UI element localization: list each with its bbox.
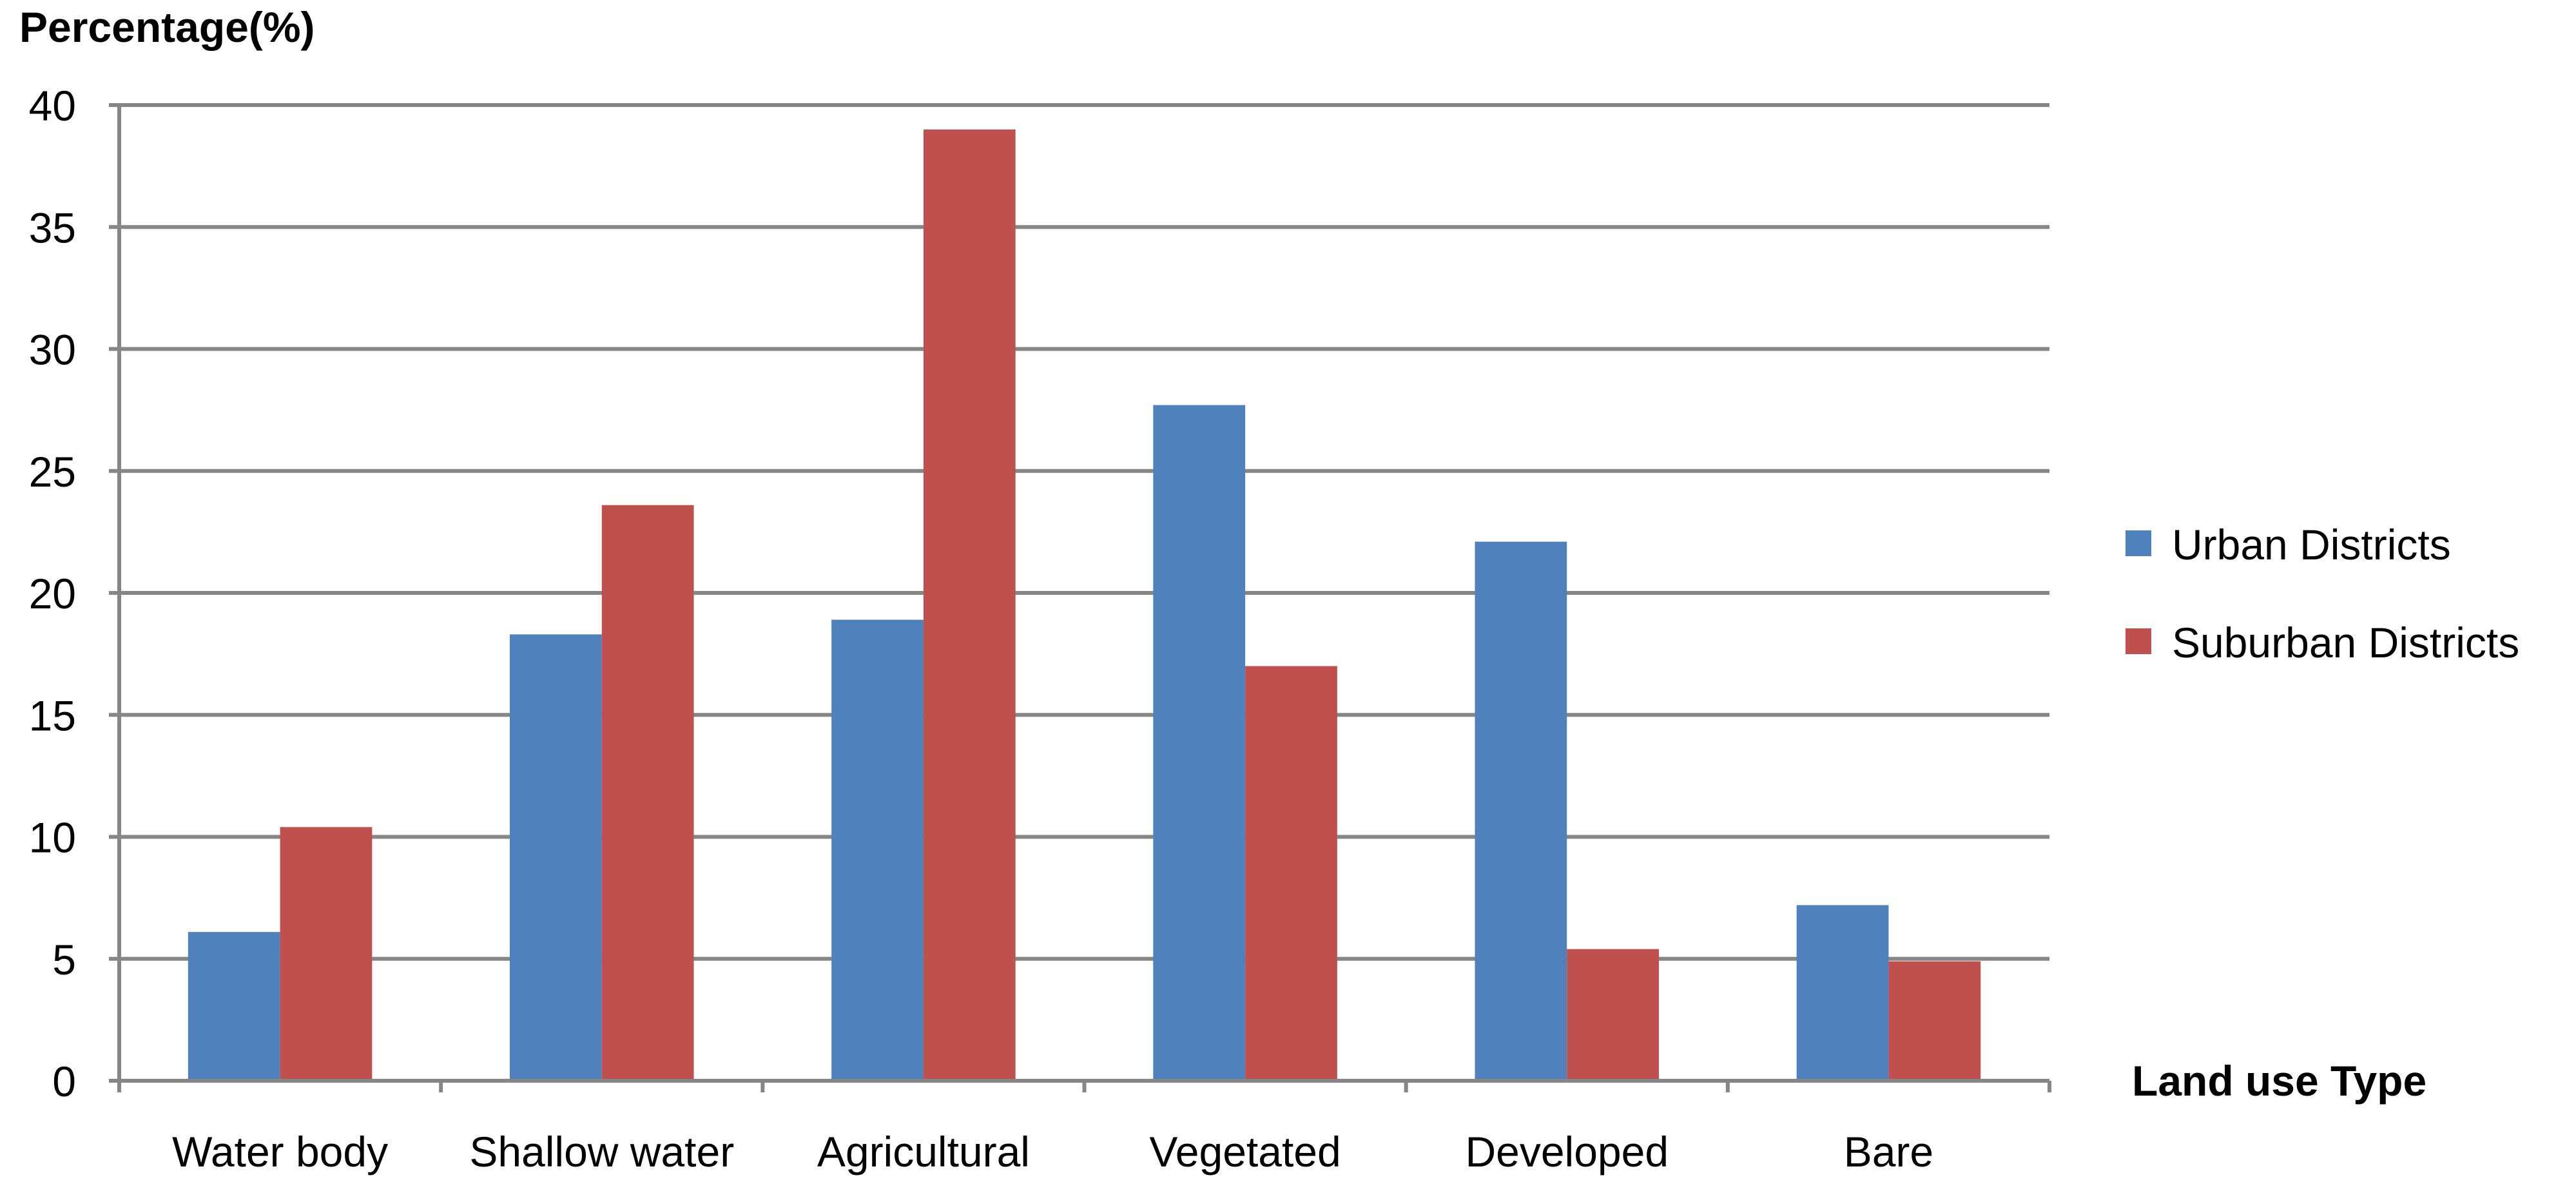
bar-urban [831,619,924,1081]
y-tick-label: 5 [52,936,76,983]
y-tick-labels: 0 5 10 15 20 25 30 35 40 [29,82,119,1105]
legend-item-urban: Urban Districts [2126,521,2451,568]
bars [188,129,1981,1081]
x-tick-label: Water body [172,1128,388,1176]
x-tick-labels: Water body Shallow water Agricultural Veget… [117,1081,2051,1176]
bar-urban [1153,405,1246,1081]
legend-swatch-urban [2126,530,2151,556]
x-axis-title: Land use Type [2132,1057,2426,1105]
y-tick-label: 30 [29,326,76,374]
x-tick-label: Bare [1844,1128,1933,1176]
legend-swatch-suburban [2126,628,2151,654]
legend: Urban Districts Suburban Districts [2126,521,2519,666]
y-tick-label: 0 [52,1058,76,1105]
x-tick-label: Shallow water [469,1128,734,1176]
bar-suburban [923,129,1016,1081]
y-tick-label: 40 [29,82,76,130]
legend-label-suburban: Suburban Districts [2172,619,2519,666]
y-tick-label: 25 [29,448,76,496]
y-tick-label: 15 [29,692,76,739]
legend-label-urban: Urban Districts [2172,521,2451,568]
bar-suburban [1567,949,1660,1081]
y-tick-label: 35 [29,204,76,251]
gridlines [119,103,2049,961]
y-tick-label: 10 [29,814,76,862]
y-tick-label: 20 [29,570,76,617]
legend-item-suburban: Suburban Districts [2126,619,2519,666]
bar-urban [1796,905,1889,1081]
x-tick-label: Agricultural [817,1128,1030,1176]
bar-suburban [601,505,694,1081]
bar-suburban [280,827,373,1081]
bar-urban [1475,541,1567,1081]
x-tick-label: Vegetated [1149,1128,1341,1176]
bar-urban [188,932,280,1081]
bar-suburban [1888,961,1981,1081]
bar-urban [509,634,602,1081]
y-axis-title: Percentage(%) [19,3,315,51]
x-tick-label: Developed [1465,1128,1669,1176]
bar-suburban [1245,666,1337,1081]
